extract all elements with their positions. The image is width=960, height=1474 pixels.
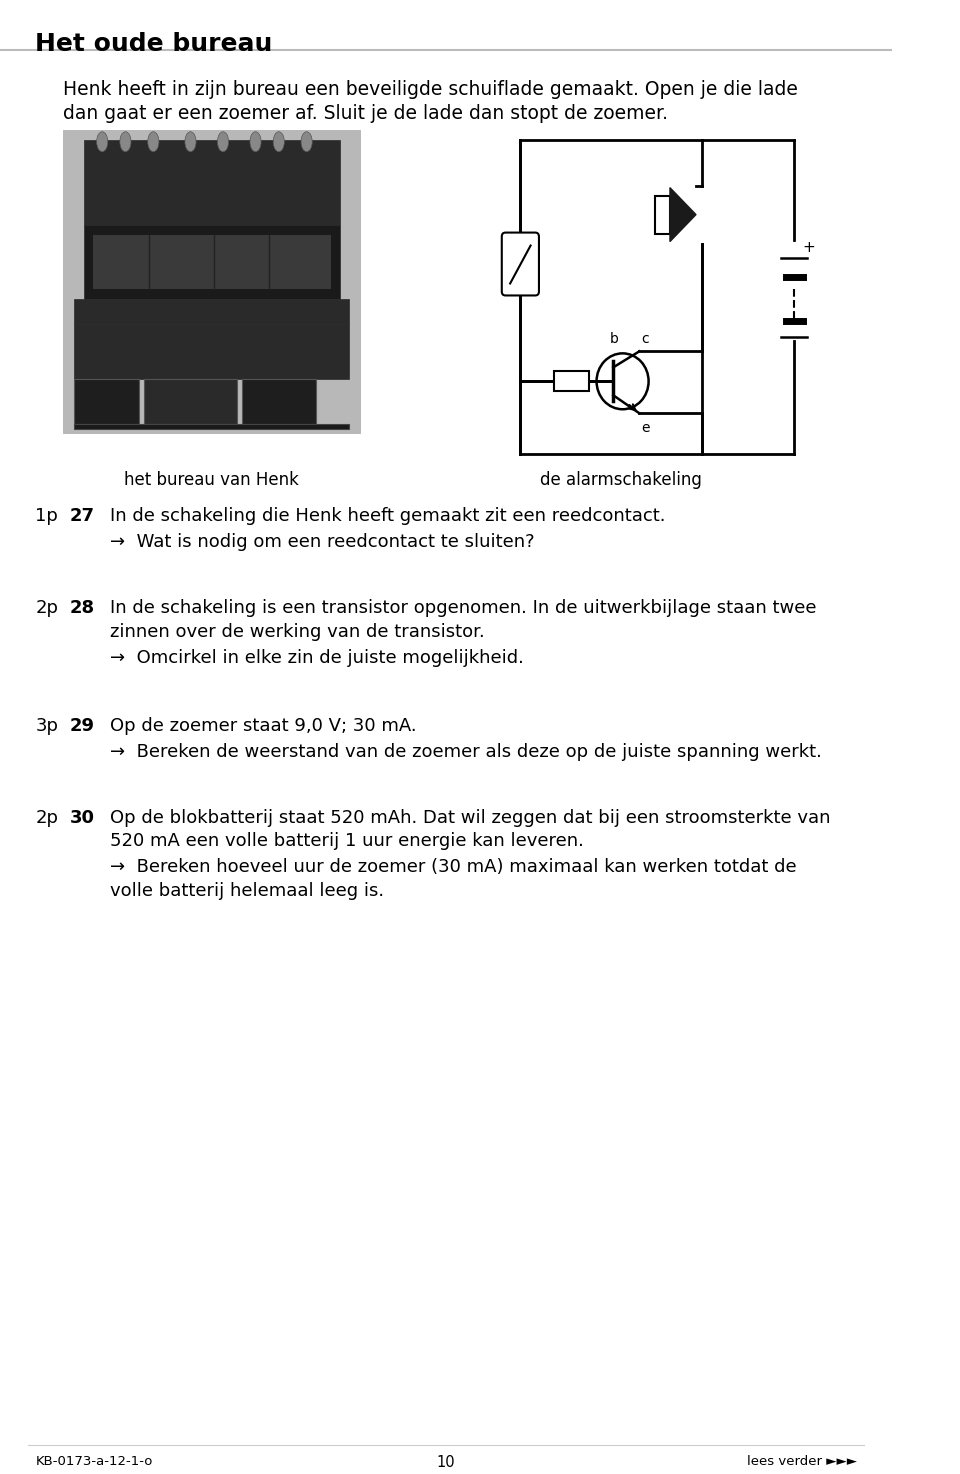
- Bar: [144, 379, 237, 425]
- Bar: [74, 299, 349, 324]
- Bar: [74, 324, 349, 379]
- Bar: [63, 130, 361, 435]
- Bar: [93, 234, 331, 289]
- Ellipse shape: [250, 131, 261, 152]
- Bar: [74, 379, 139, 425]
- Ellipse shape: [185, 131, 196, 152]
- Text: KB-0173-a-12-1-o: KB-0173-a-12-1-o: [36, 1455, 153, 1468]
- Text: Het oude bureau: Het oude bureau: [36, 32, 273, 56]
- Text: c: c: [641, 332, 649, 346]
- Text: lees verder ►►►: lees verder ►►►: [747, 1455, 856, 1468]
- Text: de alarmschakeling: de alarmschakeling: [540, 472, 702, 489]
- Text: In de schakeling die Henk heeft gemaakt zit een reedcontact.: In de schakeling die Henk heeft gemaakt …: [109, 507, 665, 525]
- Ellipse shape: [301, 131, 312, 152]
- Text: Henk heeft in zijn bureau een beveiligde schuiflade gemaakt. Open je die lade: Henk heeft in zijn bureau een beveiligde…: [63, 80, 798, 99]
- Ellipse shape: [97, 131, 108, 152]
- Bar: [84, 140, 340, 224]
- Text: het bureau van Henk: het bureau van Henk: [125, 472, 300, 489]
- Text: Op de zoemer staat 9,0 V; 30 mA.: Op de zoemer staat 9,0 V; 30 mA.: [109, 716, 417, 734]
- Text: b: b: [610, 332, 618, 346]
- Text: →  Bereken de weerstand van de zoemer als deze op de juiste spanning werkt.: → Bereken de weerstand van de zoemer als…: [109, 743, 822, 761]
- Text: 30: 30: [70, 809, 95, 827]
- Ellipse shape: [120, 131, 131, 152]
- Text: 29: 29: [70, 716, 95, 734]
- Ellipse shape: [274, 131, 284, 152]
- Text: In de schakeling is een transistor opgenomen. In de uitwerkbijlage staan twee: In de schakeling is een transistor opgen…: [109, 598, 816, 618]
- Text: +: +: [802, 240, 815, 255]
- Ellipse shape: [148, 131, 159, 152]
- Text: dan gaat er een zoemer af. Sluit je de lade dan stopt de zoemer.: dan gaat er een zoemer af. Sluit je de l…: [63, 103, 668, 122]
- Text: →  Omcirkel in elke zin de juiste mogelijkheid.: → Omcirkel in elke zin de juiste mogelij…: [109, 649, 523, 666]
- Polygon shape: [670, 187, 696, 242]
- Text: →  Wat is nodig om een reedcontact te sluiten?: → Wat is nodig om een reedcontact te slu…: [109, 534, 535, 551]
- Ellipse shape: [217, 131, 228, 152]
- Bar: [655, 196, 670, 233]
- Bar: [84, 224, 340, 299]
- FancyBboxPatch shape: [502, 233, 539, 295]
- Bar: [242, 379, 316, 425]
- Bar: [554, 371, 589, 391]
- Bar: [74, 425, 349, 429]
- Text: 520 mA een volle batterij 1 uur energie kan leveren.: 520 mA een volle batterij 1 uur energie …: [109, 833, 584, 850]
- Text: 2p: 2p: [36, 809, 59, 827]
- Text: e: e: [641, 422, 650, 435]
- Bar: [63, 130, 361, 435]
- Text: 3p: 3p: [36, 716, 59, 734]
- Text: volle batterij helemaal leeg is.: volle batterij helemaal leeg is.: [109, 883, 384, 901]
- Text: 28: 28: [70, 598, 95, 618]
- Text: zinnen over de werking van de transistor.: zinnen over de werking van de transistor…: [109, 624, 485, 641]
- Text: 27: 27: [70, 507, 95, 525]
- Text: 2p: 2p: [36, 598, 59, 618]
- Text: →  Bereken hoeveel uur de zoemer (30 mA) maximaal kan werken totdat de: → Bereken hoeveel uur de zoemer (30 mA) …: [109, 858, 796, 877]
- Text: 1p: 1p: [36, 507, 59, 525]
- Text: 10: 10: [437, 1455, 455, 1471]
- Text: Op de blokbatterij staat 520 mAh. Dat wil zeggen dat bij een stroomsterkte van: Op de blokbatterij staat 520 mAh. Dat wi…: [109, 809, 830, 827]
